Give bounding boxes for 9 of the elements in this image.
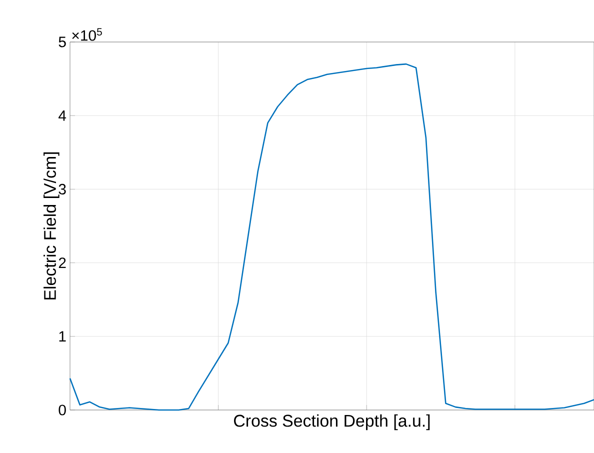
text: ×10$^{5}$: [72, 28, 102, 41]
y-tick-label: 0: [58, 404, 66, 416]
x-axis-title: Cross Section Depth [a.u.]: [234, 414, 430, 430]
y-tick-label: 3: [58, 184, 66, 194]
y-tick-label: 5: [58, 36, 66, 48]
y-axis-title: Electric Field [V/cm]: [44, 152, 60, 300]
y-tick-label: 2: [58, 258, 66, 268]
y-tick-label: 4: [58, 110, 66, 121]
y-tick-label: 1: [59, 331, 66, 342]
